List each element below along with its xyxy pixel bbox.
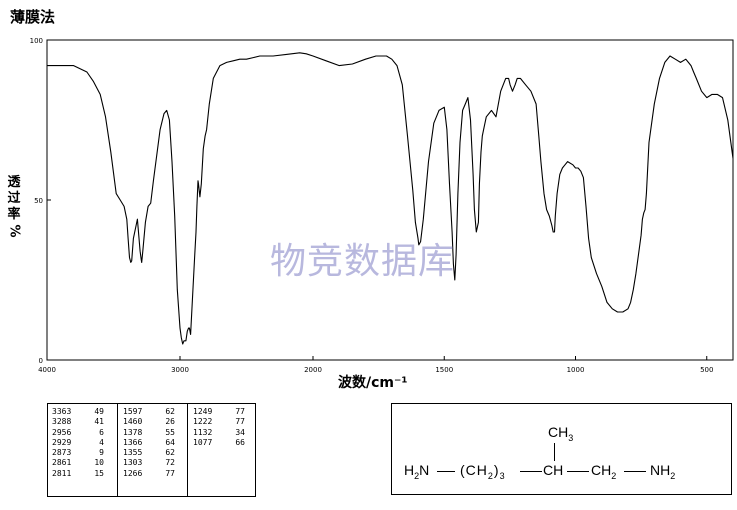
peak-transmittance: 6 bbox=[99, 427, 104, 437]
y-axis-ticks bbox=[47, 39, 51, 361]
peak-wavenumber: 1222 bbox=[193, 417, 213, 427]
peak-wavenumber: 1355 bbox=[123, 448, 143, 458]
peak-row: 1355 62 bbox=[123, 448, 175, 458]
peak-transmittance: 55 bbox=[165, 427, 175, 437]
y-axis-label-text: 透过率% bbox=[7, 175, 22, 238]
peak-row: 2929 4 bbox=[52, 438, 104, 448]
peak-transmittance: 15 bbox=[94, 468, 104, 478]
x-axis-tick-labels: 4000 3000 2000 1500 1000 500 bbox=[38, 366, 713, 374]
y-axis-tick-labels: 100 50 0 bbox=[30, 37, 43, 365]
peak-wavenumber: 1077 bbox=[193, 437, 213, 447]
peak-row: 1303 72 bbox=[123, 458, 175, 468]
peak-transmittance: 77 bbox=[235, 407, 245, 416]
x-axis-ticks bbox=[46, 356, 708, 360]
x-tick-label: 2000 bbox=[304, 366, 322, 374]
peak-table-column-3: 1249 77 1222 77 1132 34 1077 66 bbox=[193, 407, 245, 448]
peak-row: 2811 15 bbox=[52, 469, 104, 479]
peak-row: 1378 55 bbox=[123, 428, 175, 438]
x-tick-label: 1500 bbox=[435, 366, 453, 374]
x-tick-label: 4000 bbox=[38, 366, 56, 374]
peak-wavenumber: 1266 bbox=[123, 468, 143, 478]
left-amine: H2N bbox=[404, 462, 430, 481]
bond-2 bbox=[520, 471, 542, 472]
peak-row: 1222 77 bbox=[193, 417, 245, 427]
peak-transmittance: 62 bbox=[165, 448, 175, 458]
x-axis-label: 波数/cm⁻¹ bbox=[338, 375, 408, 391]
peak-wavenumber: 3288 bbox=[52, 417, 72, 427]
bond-4 bbox=[624, 471, 646, 472]
peak-wavenumber: 2956 bbox=[52, 427, 72, 437]
methyl-group: CH3 bbox=[548, 424, 574, 443]
peak-row: 1266 77 bbox=[123, 469, 175, 479]
peak-wavenumber: 2811 bbox=[52, 468, 72, 478]
peak-transmittance: 66 bbox=[235, 437, 245, 447]
x-tick-label: 3000 bbox=[171, 366, 189, 374]
peak-table-divider bbox=[187, 404, 188, 496]
y-axis-label: 透过率% bbox=[4, 175, 24, 239]
methylene-carbon: CH2 bbox=[591, 462, 617, 481]
methine-carbon: CH bbox=[543, 462, 564, 478]
x-tick-label: 1000 bbox=[567, 366, 585, 374]
peak-row: 1597 62 bbox=[123, 407, 175, 417]
page-title: 薄膜法 bbox=[10, 8, 56, 26]
peak-row: 1366 64 bbox=[123, 438, 175, 448]
peak-transmittance: 64 bbox=[165, 437, 175, 447]
peak-table: 3363 49 3288 41 2956 6 2929 4 2873 9 2861 10 2811 15 … bbox=[47, 403, 256, 497]
bond-3 bbox=[567, 471, 589, 472]
peak-transmittance: 9 bbox=[99, 448, 104, 458]
peak-row: 1249 77 bbox=[193, 407, 245, 417]
structure-diagram: CH3 H2N (CH2)3 CH CH2 NH2 bbox=[391, 403, 732, 495]
spectrum-line bbox=[47, 52, 734, 345]
methylene-chain: (CH2)3 bbox=[460, 462, 506, 481]
peak-row: 1132 34 bbox=[193, 428, 245, 438]
bond-1 bbox=[437, 471, 455, 472]
peak-row: 2956 6 bbox=[52, 428, 104, 438]
peak-transmittance: 26 bbox=[165, 417, 175, 427]
peak-row: 2873 9 bbox=[52, 448, 104, 458]
peak-row: 3288 41 bbox=[52, 417, 104, 427]
peak-wavenumber: 1303 bbox=[123, 458, 143, 468]
y-tick-label: 50 bbox=[34, 197, 43, 205]
plot-frame bbox=[46, 39, 734, 361]
peak-transmittance: 41 bbox=[94, 417, 104, 427]
peak-transmittance: 77 bbox=[235, 417, 245, 427]
peak-transmittance: 77 bbox=[165, 468, 175, 478]
peak-wavenumber: 1249 bbox=[193, 407, 213, 416]
right-amine: NH2 bbox=[650, 462, 676, 481]
peak-transmittance: 34 bbox=[235, 427, 245, 437]
peak-wavenumber: 1378 bbox=[123, 427, 143, 437]
peak-wavenumber: 1460 bbox=[123, 417, 143, 427]
peak-table-column-1: 3363 49 3288 41 2956 6 2929 4 2873 9 2861 10 2811 15 bbox=[52, 407, 104, 479]
peak-wavenumber: 2873 bbox=[52, 448, 72, 458]
y-tick-label: 0 bbox=[39, 357, 43, 365]
peak-transmittance: 49 bbox=[94, 407, 104, 416]
peak-wavenumber: 1366 bbox=[123, 437, 143, 447]
peak-transmittance: 10 bbox=[94, 458, 104, 468]
peak-wavenumber: 1597 bbox=[123, 407, 143, 416]
peak-table-divider bbox=[117, 404, 118, 496]
peak-row: 1460 26 bbox=[123, 417, 175, 427]
y-tick-label: 100 bbox=[30, 37, 43, 45]
peak-wavenumber: 2929 bbox=[52, 437, 72, 447]
peak-row: 1077 66 bbox=[193, 438, 245, 448]
watermark: 物竞数据库 bbox=[270, 241, 456, 282]
peak-wavenumber: 1132 bbox=[193, 427, 213, 437]
peak-wavenumber: 3363 bbox=[52, 407, 72, 416]
peak-table-column-2: 1597 62 1460 26 1378 55 1366 64 1355 62 1303 72 1266… bbox=[123, 407, 175, 479]
peak-row: 2861 10 bbox=[52, 458, 104, 468]
peak-transmittance: 62 bbox=[165, 407, 175, 416]
peak-wavenumber: 2861 bbox=[52, 458, 72, 468]
methyl-bond bbox=[554, 443, 555, 461]
x-tick-label: 500 bbox=[700, 366, 713, 374]
peak-row: 3363 49 bbox=[52, 407, 104, 417]
peak-transmittance: 72 bbox=[165, 458, 175, 468]
peak-transmittance: 4 bbox=[99, 437, 104, 447]
